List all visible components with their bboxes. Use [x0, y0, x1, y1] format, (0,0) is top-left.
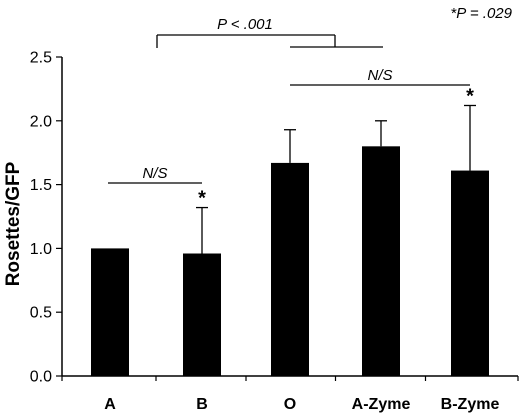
- comparison-brackets: [108, 34, 470, 184]
- y-tick-label: 0.5: [30, 305, 52, 322]
- x-axis-labels: A B O A-Zyme B-Zyme: [61, 376, 519, 413]
- y-tick-label: 1.0: [30, 241, 52, 258]
- y-tick-label: 1.5: [30, 177, 52, 194]
- x-category-label: B-Zyme: [441, 396, 500, 413]
- y-tick-label: 2.0: [30, 113, 52, 130]
- bar: [451, 170, 489, 376]
- significance-star: *: [466, 85, 474, 107]
- error-bars: [196, 104, 476, 254]
- bars: [91, 146, 489, 376]
- x-category-label: A-Zyme: [352, 396, 411, 413]
- y-axis-label: Rosettes/GFP: [3, 161, 24, 286]
- ns-label-left: N/S: [142, 165, 167, 182]
- ns-label-right: N/S: [367, 67, 392, 84]
- significance-star: *: [198, 188, 206, 210]
- y-tick-label: 2.5: [30, 50, 52, 67]
- significance-stars: **: [198, 85, 474, 209]
- bar: [271, 162, 309, 376]
- x-category-label: A: [104, 396, 116, 413]
- comparison-p-label: P < .001: [217, 16, 273, 33]
- p-value-note: *P = .029: [450, 5, 512, 22]
- bar: [91, 248, 129, 376]
- y-axis-ticks: 0.0 0.5 1.0 1.5 2.0 2.5: [30, 50, 62, 386]
- bar: [362, 146, 400, 376]
- bar: [183, 253, 221, 376]
- x-category-label: O: [284, 396, 296, 413]
- y-tick-label: 0.0: [30, 369, 52, 386]
- x-category-label: B: [196, 396, 208, 413]
